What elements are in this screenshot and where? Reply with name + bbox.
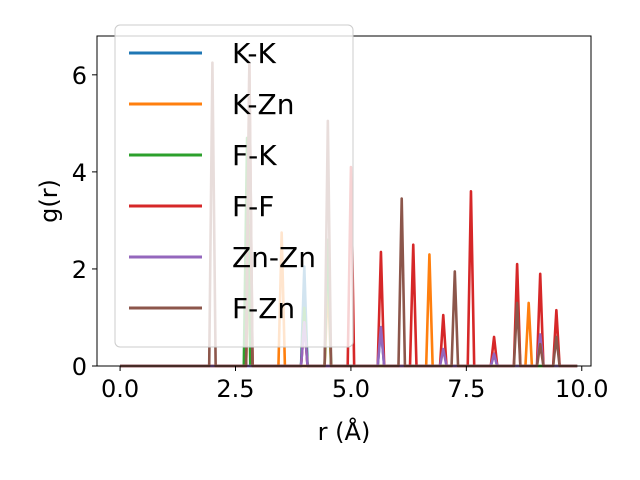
y-tick-label: 0 [72, 353, 87, 381]
ticks-layer: 0.0 2.5 5.0 7.5 10.0 0 2 4 6 [72, 62, 609, 403]
legend-label-k-k: K-K [232, 37, 277, 70]
x-axis-title: r (Å) [318, 417, 371, 446]
y-tick-label: 4 [72, 159, 87, 187]
x-tick-label: 7.5 [447, 375, 485, 403]
legend-label-f-k: F-K [232, 139, 277, 172]
x-tick-label: 0.0 [101, 375, 139, 403]
legend-label-f-f: F-F [232, 190, 274, 223]
x-tick-label: 10.0 [555, 375, 608, 403]
x-tick-label: 5.0 [332, 375, 370, 403]
x-tick-label: 2.5 [216, 375, 254, 403]
legend-label-f-zn: F-Zn [232, 292, 295, 325]
y-tick-label: 2 [72, 256, 87, 284]
y-axis-title: g(r) [35, 179, 63, 223]
legend-label-k-zn: K-Zn [232, 88, 294, 121]
legend-label-zn-zn: Zn-Zn [232, 241, 316, 274]
legend: K-K K-Zn F-K F-F Zn-Zn F-Zn [114, 24, 354, 348]
y-tick-label: 6 [72, 62, 87, 90]
